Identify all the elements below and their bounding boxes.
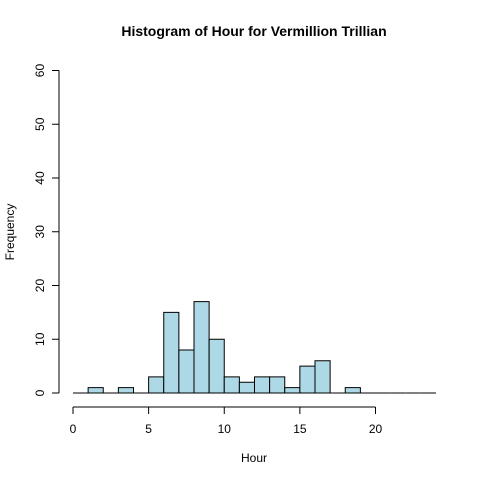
histogram-bar	[163, 311, 180, 394]
x-axis-label: Hour	[241, 451, 267, 465]
histogram-bar	[87, 387, 104, 394]
x-tick-label: 15	[293, 422, 307, 436]
x-axis: 0 5 10 15 20	[70, 406, 383, 436]
histogram-bar	[178, 349, 195, 394]
histogram-bar	[193, 301, 210, 394]
y-tick-label: 10	[33, 332, 47, 346]
chart-title: Histogram of Hour for Vermillion Trillia…	[121, 23, 386, 39]
y-tick-label: 20	[33, 279, 47, 293]
y-tick-label: 60	[33, 64, 47, 78]
histogram-bar	[284, 387, 301, 394]
y-tick-label: 50	[33, 117, 47, 131]
histogram-bar	[238, 381, 255, 394]
histogram-bar	[148, 376, 165, 394]
y-tick-label: 0	[33, 389, 47, 396]
histogram-bar	[223, 376, 240, 394]
histogram-bar	[117, 387, 134, 394]
histogram-bar	[344, 387, 361, 394]
histogram-bar	[299, 365, 316, 394]
x-tick-label: 20	[369, 422, 383, 436]
y-axis: 0 10 20 30 40 50 60	[33, 64, 60, 396]
x-tick-label: 5	[145, 422, 152, 436]
histogram-bar	[314, 360, 331, 394]
x-tick-label: 0	[70, 422, 77, 436]
bars-group	[73, 301, 436, 394]
histogram-bar	[208, 338, 225, 394]
y-tick-label: 40	[33, 171, 47, 185]
histogram-bar	[254, 376, 271, 394]
y-tick-label: 30	[33, 225, 47, 239]
y-axis-label: Frequency	[3, 204, 17, 261]
histogram-bar	[269, 376, 286, 394]
x-tick-label: 10	[218, 422, 232, 436]
